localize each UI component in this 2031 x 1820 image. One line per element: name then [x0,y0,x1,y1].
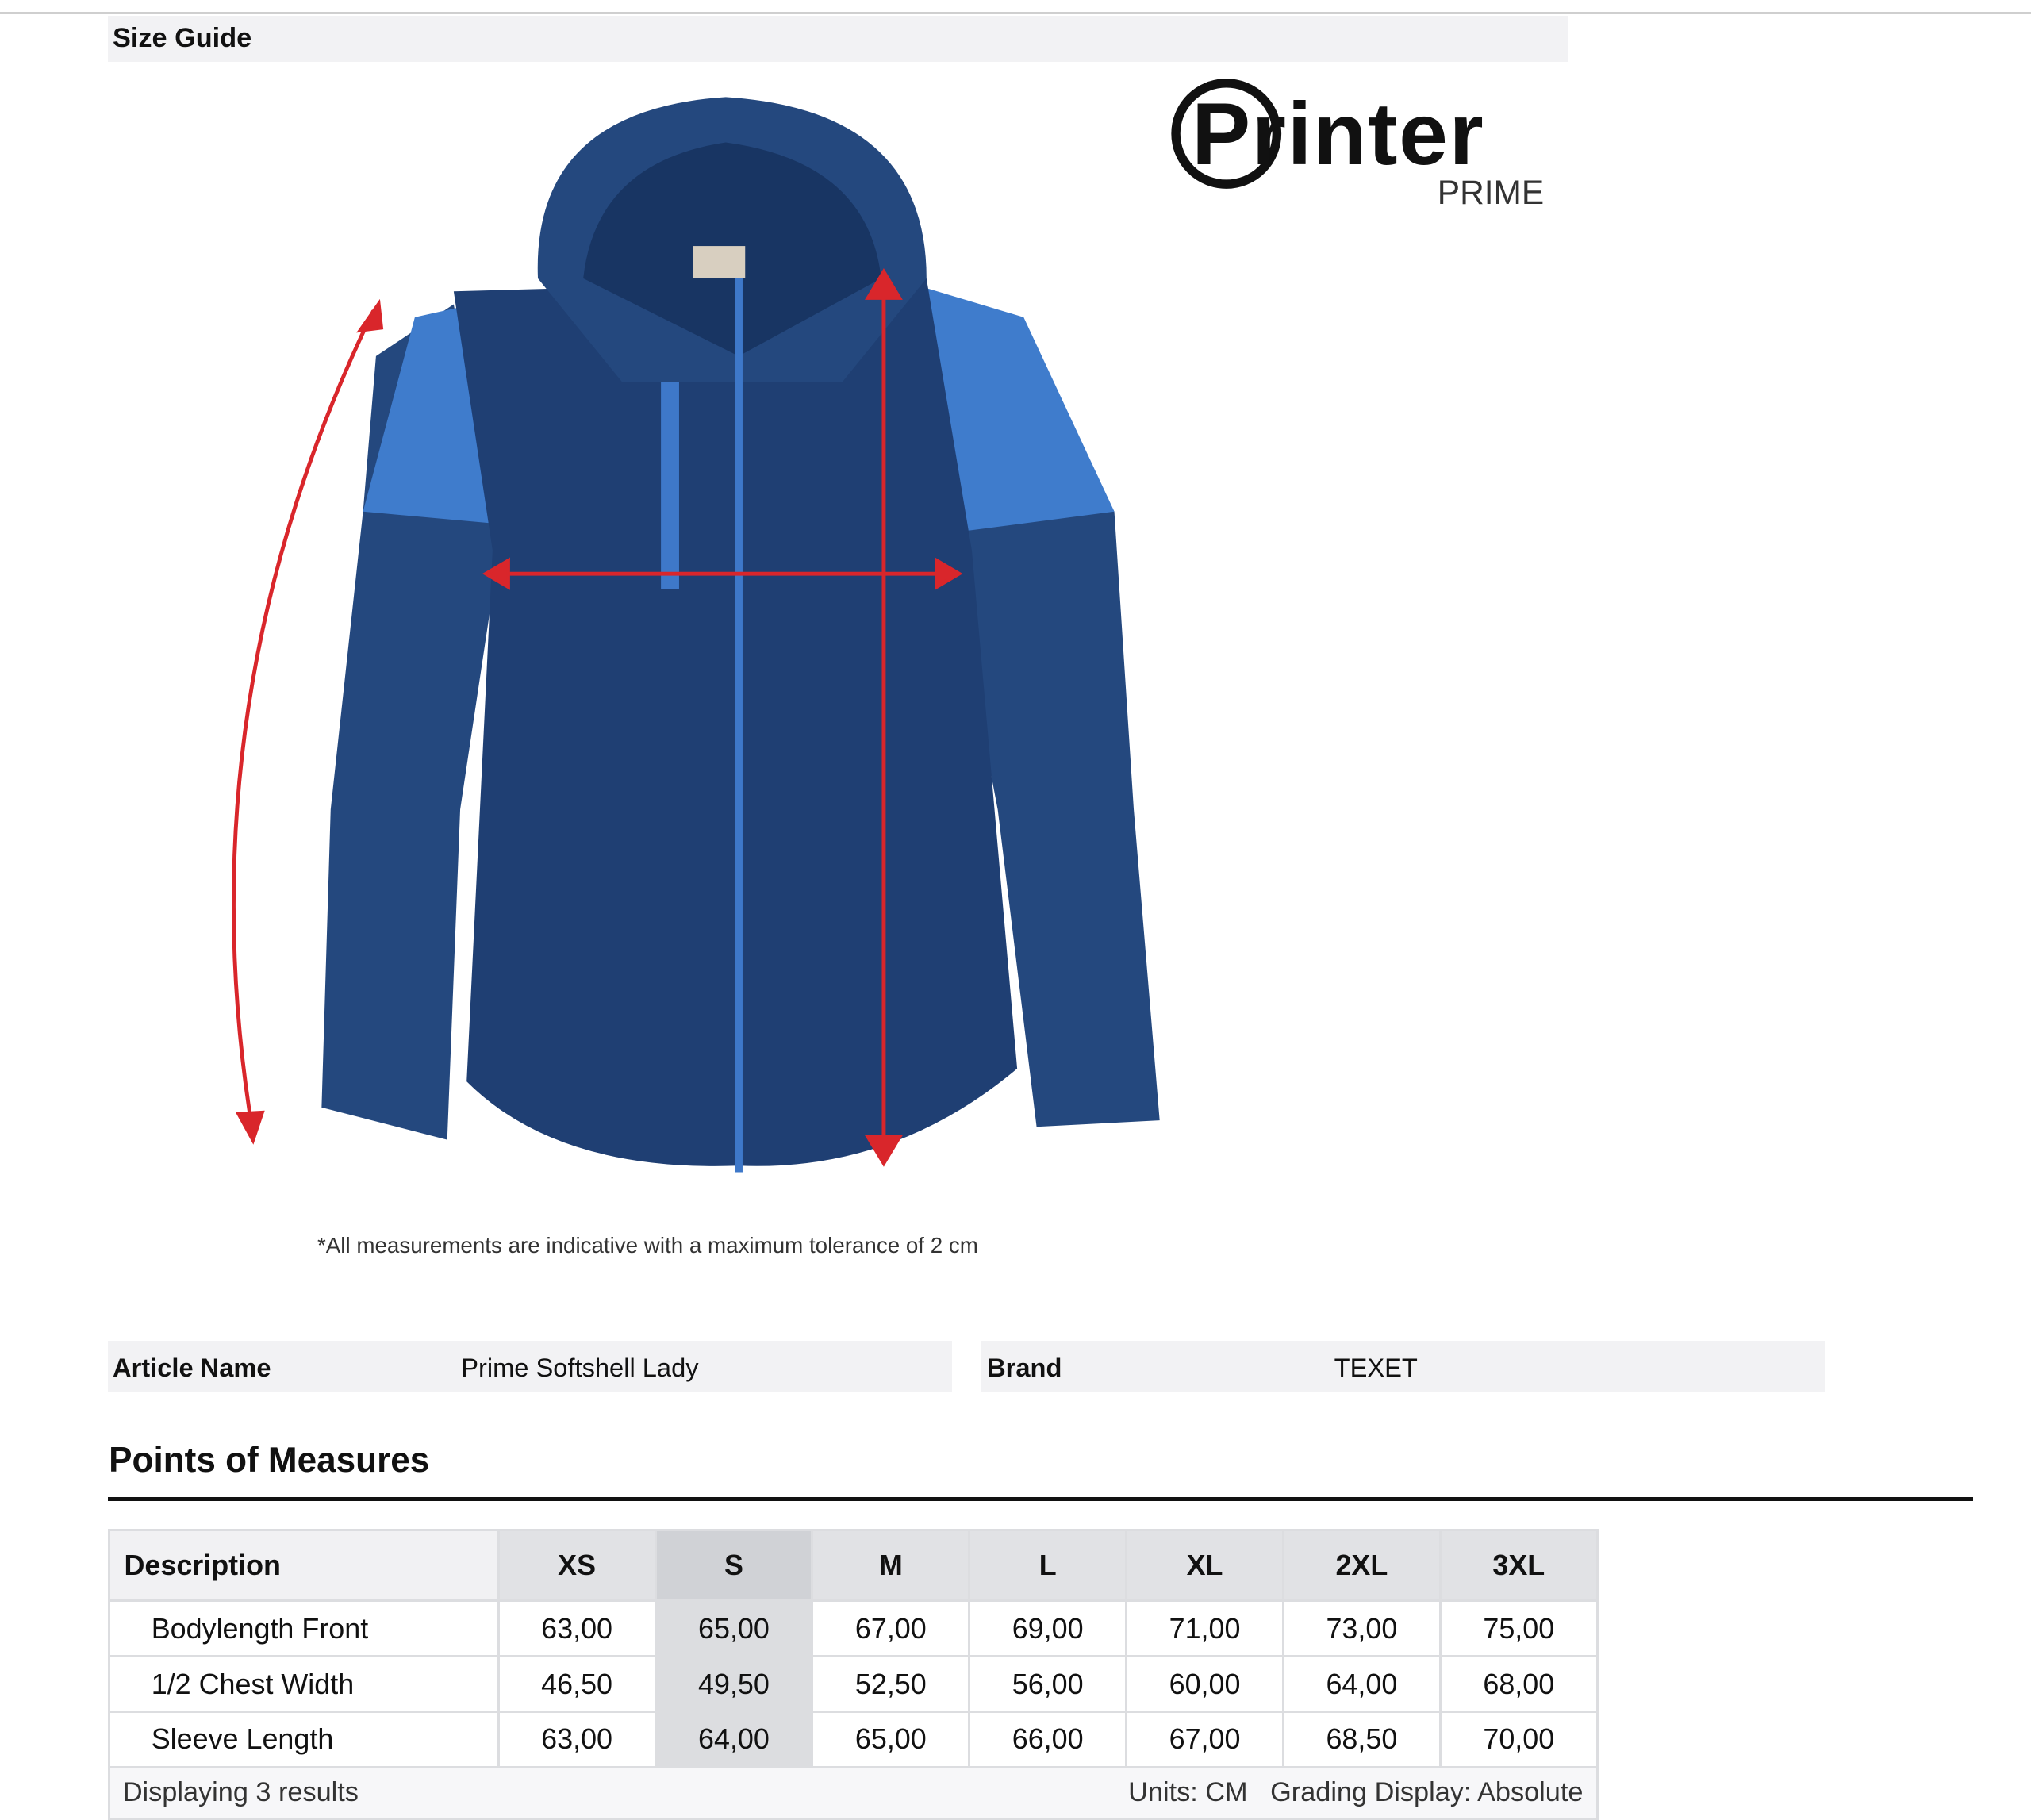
column-header-size-selected[interactable]: S [654,1528,814,1603]
measure-cell: 70,00 [1438,1710,1599,1768]
logo-subtext: PRIME [1437,173,1545,211]
measure-cell: 69,00 [968,1599,1128,1658]
column-header-size[interactable]: XS [497,1528,657,1603]
column-header-description[interactable]: Description [107,1528,500,1603]
size-guide-header: Size Guide [107,15,1568,63]
measure-cell: 64,00 [654,1710,814,1768]
page-title: Size Guide [113,23,252,54]
measure-cell: 60,00 [1125,1655,1284,1713]
section-divider [107,1497,1973,1502]
measure-cell: 71,00 [1125,1599,1284,1658]
jacket-image [231,97,1160,1173]
measure-cell: 52,50 [811,1655,971,1713]
measurement-arrows [231,268,963,1167]
measure-cell: 68,50 [1281,1710,1442,1768]
row-description: Sleeve Length [107,1710,500,1768]
measure-cell: 75,00 [1438,1599,1599,1658]
table-header-row: Description XS S M L XL 2XL 3XL [107,1528,1599,1603]
measure-cell: 73,00 [1281,1599,1442,1658]
units-label: Units: CM [1128,1777,1248,1808]
printer-logo-icon [1171,78,1282,189]
table-footer: Displaying 3 results Units: CM Grading D… [107,1765,1599,1820]
measure-cell: 46,50 [497,1655,657,1713]
brand-field: Brand TEXET [980,1340,1826,1393]
logo-text: Printer [1192,84,1485,184]
brand-value: TEXET [1334,1352,1418,1382]
table-row: Bodylength Front 63,00 65,00 67,00 69,00 71,0… [107,1599,1599,1658]
results-count: Displaying 3 results [122,1777,359,1808]
table-row: Sleeve Length 63,00 64,00 65,00 66,00 67,00 68… [107,1710,1599,1768]
column-header-size[interactable]: XL [1125,1528,1284,1603]
article-name-label: Article Name [113,1352,271,1382]
brand-label: Brand [987,1352,1062,1382]
top-divider [0,11,2031,14]
measure-cell: 64,00 [1281,1655,1442,1713]
measure-cell: 65,00 [654,1599,814,1658]
row-description: 1/2 Chest Width [107,1655,500,1713]
measure-cell: 65,00 [811,1710,971,1768]
column-header-size[interactable]: L [968,1528,1128,1603]
measure-cell: 63,00 [497,1710,657,1768]
measure-cell: 68,00 [1438,1655,1599,1713]
measure-cell: 49,50 [654,1655,814,1713]
column-header-size[interactable]: M [811,1528,971,1603]
article-name-field: Article Name Prime Softshell Lady [107,1340,953,1393]
column-header-size[interactable]: 2XL [1281,1528,1442,1603]
measure-cell: 67,00 [811,1599,971,1658]
grading-display-label: Grading Display: Absolute [1270,1777,1584,1808]
measures-table: Description XS S M L XL 2XL 3XL Bodyleng… [107,1528,1599,1820]
row-description: Bodylength Front [107,1599,500,1658]
article-name-value: Prime Softshell Lady [461,1352,699,1382]
measure-cell: 56,00 [968,1655,1128,1713]
disclaimer-text: *All measurements are indicative with a … [317,1233,978,1258]
brand-logo: Printer PRIME [1165,75,1554,218]
measure-cell: 63,00 [497,1599,657,1658]
measure-cell: 66,00 [968,1710,1128,1768]
table-row: 1/2 Chest Width 46,50 49,50 52,50 56,00 60,00… [107,1655,1599,1713]
column-header-size[interactable]: 3XL [1438,1528,1599,1603]
section-title: Points of Measures [109,1440,430,1480]
measure-cell: 67,00 [1125,1710,1284,1768]
